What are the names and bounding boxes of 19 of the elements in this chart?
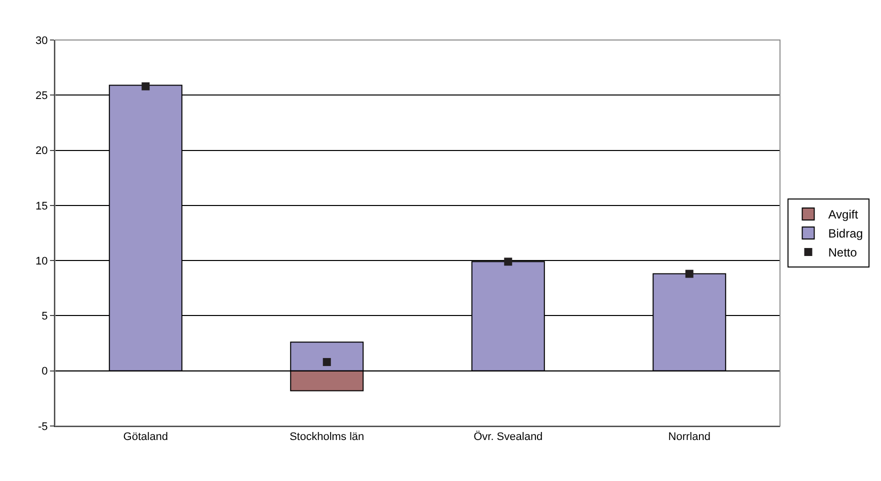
y-tick-label: -5 <box>38 420 48 433</box>
y-tick-label: 20 <box>36 145 48 158</box>
point <box>504 258 512 266</box>
point <box>322 358 331 366</box>
y-tick-label: 15 <box>36 200 48 212</box>
x-tick-label: Stockholms län <box>290 431 364 444</box>
y-tick-label: 0 <box>42 366 48 378</box>
legend-label: Bidrag <box>828 226 863 241</box>
x-tick-label: Norrland <box>668 431 710 444</box>
point <box>685 270 694 278</box>
x-tick-label: Övr. Svealand <box>474 430 543 444</box>
y-tick-label: 5 <box>42 310 48 323</box>
x-tick-label: Götaland <box>123 431 168 444</box>
y-tick-label: 30 <box>36 34 48 47</box>
y-tick-label: 25 <box>36 90 48 102</box>
legend-label: Netto <box>828 246 858 260</box>
y-tick-label: 10 <box>36 255 48 268</box>
point <box>142 82 150 90</box>
legend-label: Avgift <box>828 208 859 222</box>
